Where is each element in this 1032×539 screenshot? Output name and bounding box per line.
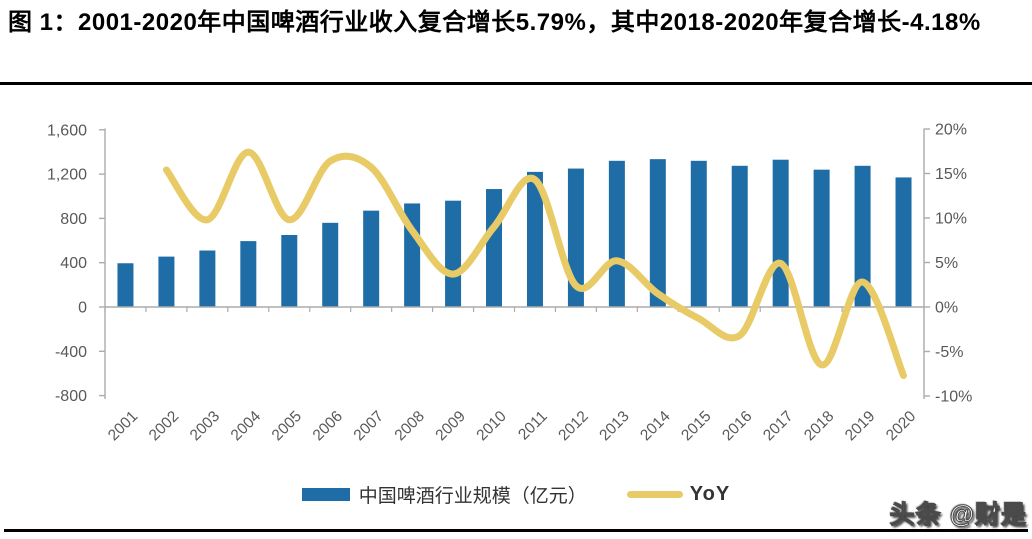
x-axis-label: 2009 [432, 408, 468, 444]
bar-2002 [158, 256, 175, 307]
bar-2017 [772, 159, 789, 307]
x-axis-label: 2001 [105, 408, 141, 444]
bar-2009 [445, 200, 462, 307]
x-axis-label: 2016 [719, 408, 755, 444]
x-axis-label: 2002 [146, 408, 182, 444]
chart-svg: 1,600 1,200 800 400 0 -400 -800 20% 15% 10% 5% 0% -5… [47, 122, 972, 445]
x-axis-label: 2005 [269, 408, 305, 444]
bar-2015 [690, 160, 707, 307]
bar-2020 [895, 177, 912, 307]
bar-2004 [240, 241, 257, 307]
right-axis-label: 15% [935, 166, 967, 183]
legend-line-label: YoY [689, 482, 731, 505]
bar-2001 [117, 263, 134, 307]
left-axis-label: 1,600 [47, 122, 87, 139]
x-axis-label: 2019 [842, 408, 878, 444]
right-axis-label: 20% [935, 122, 967, 139]
watermark: 头条 @财是 [889, 501, 1027, 530]
left-axis-label: -400 [55, 344, 87, 361]
x-axis-label: 2010 [473, 408, 510, 445]
title-divider [0, 82, 1032, 85]
legend-line-swatch [626, 490, 683, 498]
x-axis-label: 2006 [310, 408, 346, 444]
yoy-line [162, 148, 908, 380]
x-axis-label: 2011 [515, 408, 551, 444]
right-axis-label: 10% [935, 211, 967, 228]
x-axis-label: 2013 [596, 408, 632, 444]
bar-2005 [281, 235, 298, 307]
x-axis-label: 2014 [637, 408, 674, 445]
left-axis-label: -800 [55, 388, 87, 405]
bar-2003 [199, 250, 216, 307]
x-axis-label: 2004 [228, 408, 265, 445]
bar-2007 [363, 210, 380, 307]
x-axis-label: 2017 [760, 408, 796, 444]
right-axis-label: -5% [935, 344, 963, 361]
bar-2014 [649, 159, 666, 307]
bar-2018 [813, 169, 830, 307]
right-axis-label: 5% [935, 255, 958, 272]
x-axis-label: 2018 [801, 408, 837, 444]
bar-2010 [486, 189, 503, 307]
bar-2019 [854, 165, 871, 307]
x-axis-label: 2020 [883, 408, 920, 445]
legend-bar-swatch [301, 487, 350, 501]
bar-2011 [526, 171, 543, 307]
left-axis-label: 0 [78, 300, 87, 317]
left-axis-label: 800 [60, 211, 87, 228]
x-axis-label: 2003 [187, 408, 223, 444]
bar-2016 [731, 165, 748, 307]
x-axis-label: 2007 [351, 408, 387, 444]
right-axis-label: 0% [935, 300, 958, 317]
bar-2013 [608, 160, 625, 307]
x-axis-label: 2012 [555, 408, 591, 444]
bar-2006 [322, 222, 339, 307]
left-axis-label: 1,200 [47, 167, 87, 184]
bottom-divider [4, 529, 1028, 532]
right-axis-label: -10% [935, 389, 972, 406]
left-axis-label: 400 [60, 255, 87, 272]
x-axis-label: 2008 [392, 408, 428, 444]
chart-legend: 中国啤酒行业规模（亿元） YoY [0, 482, 1032, 507]
x-axis-label: 2015 [678, 408, 714, 444]
legend-bar-label: 中国啤酒行业规模（亿元） [358, 485, 587, 507]
figure-title: 图 1：2001-2020年中国啤酒行业收入复合增长5.79%，其中2018-2… [8, 9, 981, 36]
